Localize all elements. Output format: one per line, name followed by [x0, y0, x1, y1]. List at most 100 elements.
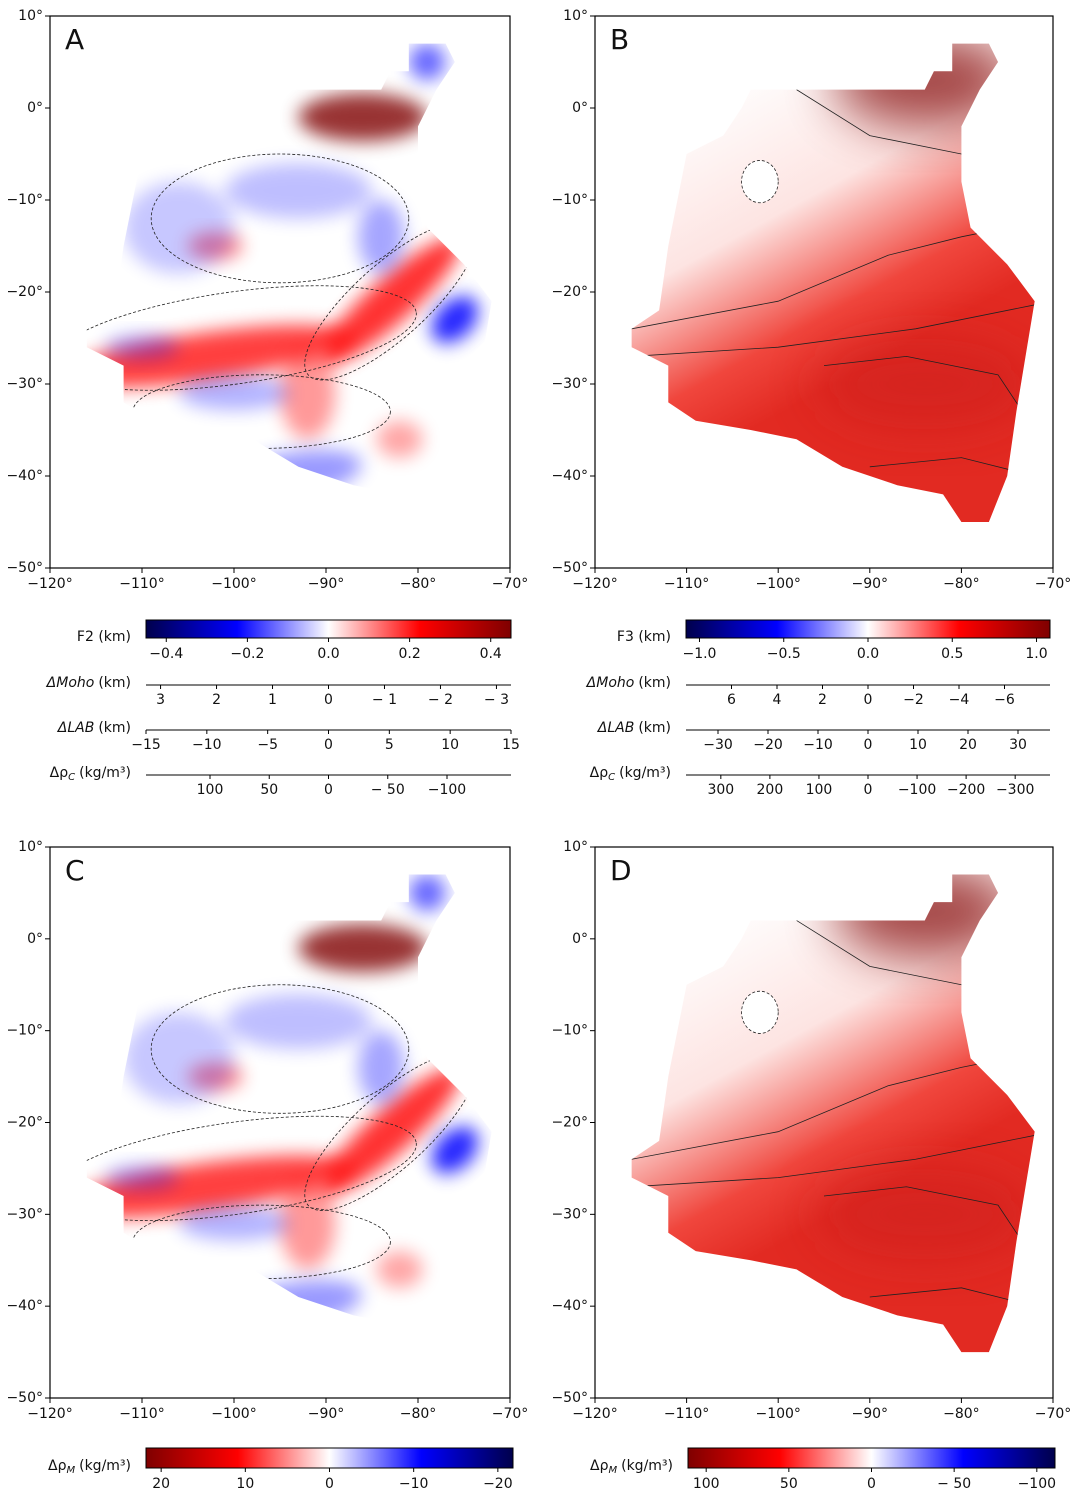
scale-label-unit: (kg/m³)	[619, 765, 671, 781]
scale-tick-label: −15	[131, 737, 161, 753]
colorbar-tick-label: 0.0	[317, 646, 339, 662]
colorbar-tick-label: 0	[325, 1476, 334, 1492]
x-tick-label: −80°	[943, 576, 980, 592]
scale-tick-label: 0	[864, 692, 873, 708]
scale-tick-label: 2	[212, 692, 221, 708]
scale-tick-label: 0	[864, 737, 873, 753]
scale-tick-label: −10	[803, 737, 833, 753]
scale-label-symbol: ΔLAB	[57, 720, 95, 736]
colorbar-label: ΔρM (kg/m³)	[590, 1458, 673, 1476]
scale-label-symbol: ΔMoho	[46, 675, 95, 691]
colorbar-tick-label: 20	[152, 1476, 170, 1492]
scale-tick-label: 5	[385, 737, 394, 753]
colorbar-label: ΔρM (kg/m³)	[48, 1458, 131, 1476]
scale-tick-label: −6	[994, 692, 1015, 708]
field-blob	[123, 1012, 234, 1105]
colorbar-label-sub: M	[66, 1465, 75, 1476]
x-tick-label: −90°	[852, 576, 889, 592]
y-tick-label: 10°	[18, 839, 43, 855]
scale-label-symbol: Δρ	[50, 765, 69, 781]
y-tick-label: −40°	[6, 468, 43, 484]
scale-label: ΔLAB (km)	[57, 720, 131, 736]
field-blob	[814, 1168, 1035, 1261]
scale-tick-label: 3	[156, 692, 165, 708]
field-blob	[741, 160, 779, 204]
field-blob	[376, 1251, 423, 1288]
scale-label: ΔMoho (km)	[586, 675, 671, 691]
y-tick-label: 10°	[18, 8, 43, 24]
scale-tick-label: 6	[727, 692, 736, 708]
scale-label-sub: C	[68, 772, 75, 783]
scale-tick-label: −2	[903, 692, 924, 708]
scale-tick-label: 0	[864, 782, 873, 798]
scale-tick-label: −10	[192, 737, 222, 753]
colorbar-tick-label: −10	[399, 1476, 429, 1492]
field-blob	[376, 420, 423, 458]
scale-label-symbol: ΔLAB	[597, 720, 635, 736]
y-tick-label: −50°	[551, 560, 588, 576]
field-blob	[298, 924, 428, 972]
field	[631, 43, 1035, 522]
field-blob	[298, 93, 428, 142]
colorbar-tick-label: 1.0	[1025, 646, 1047, 662]
field-blob	[178, 376, 290, 410]
field-blob	[178, 1206, 290, 1241]
colorbar-tick-label: − 50	[937, 1476, 971, 1492]
colorbar-tick-label: 0.2	[398, 646, 420, 662]
field-blob	[431, 296, 479, 344]
y-tick-label: −30°	[6, 376, 43, 392]
y-tick-label: 0°	[572, 100, 588, 116]
y-tick-label: 0°	[27, 100, 43, 116]
scale-tick-label: 200	[757, 782, 784, 798]
field-blob	[280, 1177, 336, 1270]
contour	[631, 1131, 1035, 1188]
x-tick-label: −70°	[1035, 1406, 1072, 1422]
x-tick-label: −70°	[1035, 576, 1072, 592]
x-tick-label: −110°	[119, 1406, 164, 1422]
colorbar-label: F3 (km)	[617, 629, 671, 645]
scale-tick-label: 4	[773, 692, 782, 708]
scale-tick-label: − 2	[428, 692, 453, 708]
contour	[150, 984, 410, 1114]
scale-tick-label: −100	[428, 782, 466, 798]
field-bg	[86, 874, 492, 1353]
scale-label-unit: (km)	[98, 720, 131, 736]
y-tick-label: −20°	[6, 284, 43, 300]
y-tick-label: −40°	[551, 468, 588, 484]
x-tick-label: −120°	[572, 1406, 617, 1422]
colorbar-label: F2 (km)	[77, 629, 131, 645]
contour	[86, 1115, 417, 1222]
panel-letter: B	[610, 23, 629, 56]
colorbar-label-symbol: Δρ	[48, 1458, 67, 1474]
scale-tick-label: 100	[806, 782, 833, 798]
scale-tick-label: − 1	[372, 692, 397, 708]
colorbar	[687, 1447, 1056, 1469]
panel-letter: A	[65, 23, 84, 56]
scale-tick-label: 0	[324, 692, 333, 708]
scale-tick-label: 50	[260, 782, 278, 798]
y-tick-label: 0°	[27, 931, 43, 947]
x-tick-label: −100°	[755, 1406, 800, 1422]
y-tick-label: 0°	[572, 931, 588, 947]
scale-label-unit: (km)	[638, 720, 671, 736]
x-tick-label: −70°	[492, 576, 529, 592]
scale-label-unit: (km)	[98, 675, 131, 691]
y-tick-label: −50°	[6, 560, 43, 576]
colorbar-tick-label: 50	[780, 1476, 798, 1492]
field-blob	[105, 334, 179, 361]
contour	[150, 153, 410, 284]
x-tick-label: −110°	[664, 1406, 709, 1422]
scale-tick-label: −4	[949, 692, 970, 708]
y-tick-label: −10°	[6, 1023, 43, 1039]
field-bg	[86, 43, 492, 522]
x-tick-label: −110°	[664, 576, 709, 592]
contour	[823, 1186, 1035, 1261]
colorbar	[685, 619, 1051, 639]
colorbar-tick-label: −20	[483, 1476, 513, 1492]
scale-label-symbol: ΔMoho	[586, 675, 635, 691]
field-blob	[320, 237, 461, 365]
colorbar	[145, 619, 512, 639]
colorbar-tick-label: 0.4	[480, 646, 502, 662]
x-tick-label: −80°	[943, 1406, 980, 1422]
